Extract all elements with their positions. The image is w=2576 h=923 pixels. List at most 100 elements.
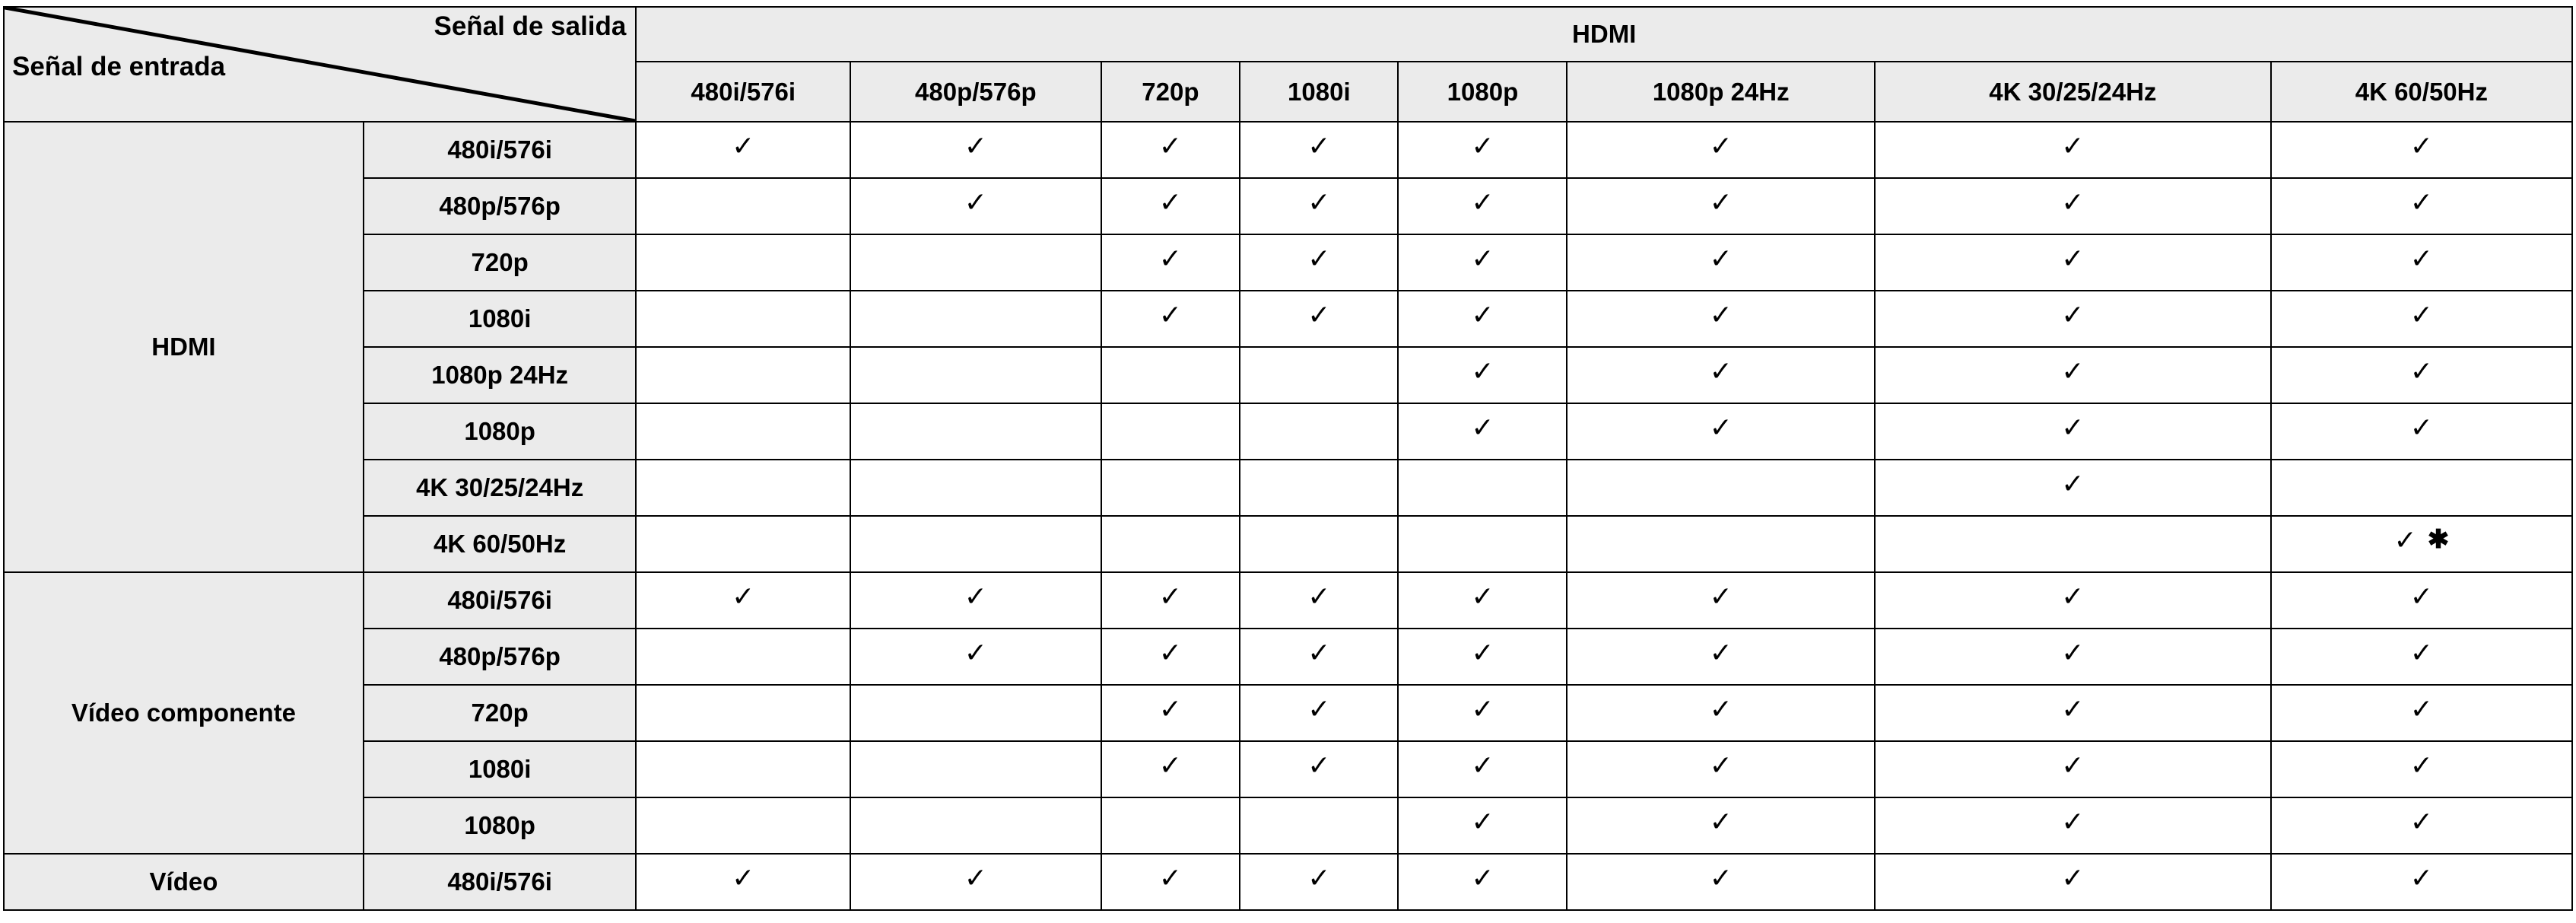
support-cell <box>2269 459 2574 517</box>
output-group-header-hdmi: HDMI <box>635 6 2573 62</box>
table-row: 1080i ✓ ✓ ✓ ✓ ✓ ✓ <box>4 290 2574 348</box>
support-cell <box>1239 459 1399 517</box>
check-icon: ✓ <box>2409 637 2433 668</box>
input-resolution-label: 480p/576p <box>362 177 637 235</box>
check-icon: ✓ <box>2409 693 2433 724</box>
check-icon: ✓ <box>964 862 987 893</box>
support-cell: ✓ <box>1239 571 1399 629</box>
check-icon: ✓ <box>1158 243 1182 274</box>
check-icon: ✓ <box>2409 130 2433 161</box>
input-resolution-label: 720p <box>362 684 637 742</box>
support-cell <box>850 684 1102 742</box>
support-cell: ✓ <box>1397 571 1568 629</box>
support-cell: ✓ <box>2269 290 2574 348</box>
input-resolution-label: 1080i <box>362 290 637 348</box>
check-icon: ✓ <box>1709 412 1733 443</box>
support-cell: ✓ <box>850 853 1102 911</box>
support-cell: ✓ <box>1566 346 1876 404</box>
output-signal-label: Señal de salida <box>434 11 627 41</box>
support-cell: ✓ <box>1874 684 2272 742</box>
check-icon: ✓ <box>1471 693 1494 724</box>
support-cell: ✓ <box>2269 346 2574 404</box>
support-cell: ✓ <box>1397 121 1568 179</box>
check-icon: ✓ <box>1709 637 1733 668</box>
support-cell <box>1239 403 1399 460</box>
input-signal-label: Señal de entrada <box>12 51 226 81</box>
check-icon: ✓ <box>1709 243 1733 274</box>
check-icon: ✓ <box>1709 693 1733 724</box>
support-cell: ✓ <box>850 628 1102 686</box>
column-header-4k-60-50hz: 4K 60/50Hz <box>2269 61 2574 123</box>
support-cell: ✓ <box>1100 177 1241 235</box>
table-row: Vídeo componente 480i/576i ✓ ✓ ✓ ✓ ✓ ✓ ✓ ✓ <box>3 571 2574 855</box>
table-row: 4K 30/25/24Hz ✓ <box>4 459 2574 517</box>
check-icon: ✓ <box>732 581 755 612</box>
table-row: 1080p ✓ ✓ ✓ ✓ <box>4 403 2574 460</box>
corner-diagonal-header: Señal de salida Señal de entrada <box>2 6 637 123</box>
support-cell <box>635 740 852 798</box>
support-cell: ✓ <box>850 121 1102 179</box>
check-icon: ✓ <box>2409 862 2433 893</box>
check-icon: ✓ <box>1158 862 1182 893</box>
support-cell: ✓ <box>2269 797 2574 855</box>
check-icon: ✓ <box>1471 637 1494 668</box>
check-icon: ✓ <box>1307 186 1331 218</box>
support-cell: ✓ <box>1100 684 1241 742</box>
input-resolution-label: 480i/576i <box>362 571 637 629</box>
column-header-4k-30-25-24hz: 4K 30/25/24Hz <box>1874 61 2272 123</box>
check-icon: ✓ <box>2061 412 2085 443</box>
check-icon: ✓ <box>2061 693 2085 724</box>
check-icon: ✓ <box>1307 637 1331 668</box>
support-cell <box>635 234 852 291</box>
support-cell: ✓ <box>1100 740 1241 798</box>
column-header-480i-576i: 480i/576i <box>635 61 852 123</box>
column-header-720p: 720p <box>1100 61 1241 123</box>
table-row: 480p/576p ✓ ✓ ✓ ✓ ✓ ✓ ✓ <box>4 177 2574 235</box>
table-body: HDMI 480i/576i ✓ ✓ ✓ ✓ ✓ ✓ ✓ ✓ 480p/576p ✓ ✓ ✓ ✓ ✓ ✓ ✓ 720… <box>3 121 2574 911</box>
support-cell: ✓ <box>1566 234 1876 291</box>
support-cell <box>635 797 852 855</box>
support-cell <box>635 628 852 686</box>
support-cell: ✓ <box>1239 628 1399 686</box>
support-cell: ✓ <box>1566 121 1876 179</box>
check-icon: ✓ <box>2061 862 2085 893</box>
support-cell: ✓ <box>2269 628 2574 686</box>
support-cell <box>850 234 1102 291</box>
check-icon: ✓ <box>1709 299 1733 330</box>
support-cell: ✓ <box>1397 853 1568 911</box>
input-resolution-label: 1080i <box>362 740 637 798</box>
check-icon: ✓ <box>964 637 987 668</box>
check-icon: ✓ <box>2061 186 2085 218</box>
check-icon: ✓ <box>2393 524 2417 555</box>
check-icon: ✓ <box>1158 299 1182 330</box>
support-cell <box>635 684 852 742</box>
support-cell: ✓ <box>1397 234 1568 291</box>
support-cell <box>850 290 1102 348</box>
table-row: 720p ✓ ✓ ✓ ✓ ✓ ✓ <box>4 234 2574 291</box>
compatibility-table-sheet: Señal de salida Señal de entrada HDMI 48… <box>0 6 2576 923</box>
support-cell: ✓ <box>1874 853 2272 911</box>
check-icon: ✓ <box>2409 186 2433 218</box>
input-resolution-label: 4K 30/25/24Hz <box>362 459 637 517</box>
support-cell <box>635 515 852 573</box>
support-cell: ✓ <box>2269 234 2574 291</box>
support-cell <box>1239 797 1399 855</box>
support-cell: ✓ <box>1397 177 1568 235</box>
support-cell: ✓ <box>635 571 852 629</box>
check-icon: ✓ <box>2061 355 2085 387</box>
check-icon: ✓ <box>964 581 987 612</box>
column-header-480p-576p: 480p/576p <box>850 61 1102 123</box>
support-cell: ✓ ✱ <box>2269 515 2574 573</box>
support-cell <box>1397 459 1568 517</box>
input-resolution-label: 480i/576i <box>362 121 637 179</box>
support-cell: ✓ <box>1566 853 1876 911</box>
support-cell: ✓ <box>2269 177 2574 235</box>
table-row: 1080p ✓ ✓ ✓ ✓ <box>4 797 2574 855</box>
header-row-columns: 480i/576i 480p/576p 720p 1080i 1080p 108… <box>4 61 2574 123</box>
input-group-label: Vídeo componente <box>3 571 364 855</box>
support-cell: ✓ <box>1100 290 1241 348</box>
support-cell: ✓ <box>2269 684 2574 742</box>
support-cell <box>1874 515 2272 573</box>
support-cell: ✓ <box>2269 403 2574 460</box>
check-icon: ✓ <box>2409 750 2433 781</box>
